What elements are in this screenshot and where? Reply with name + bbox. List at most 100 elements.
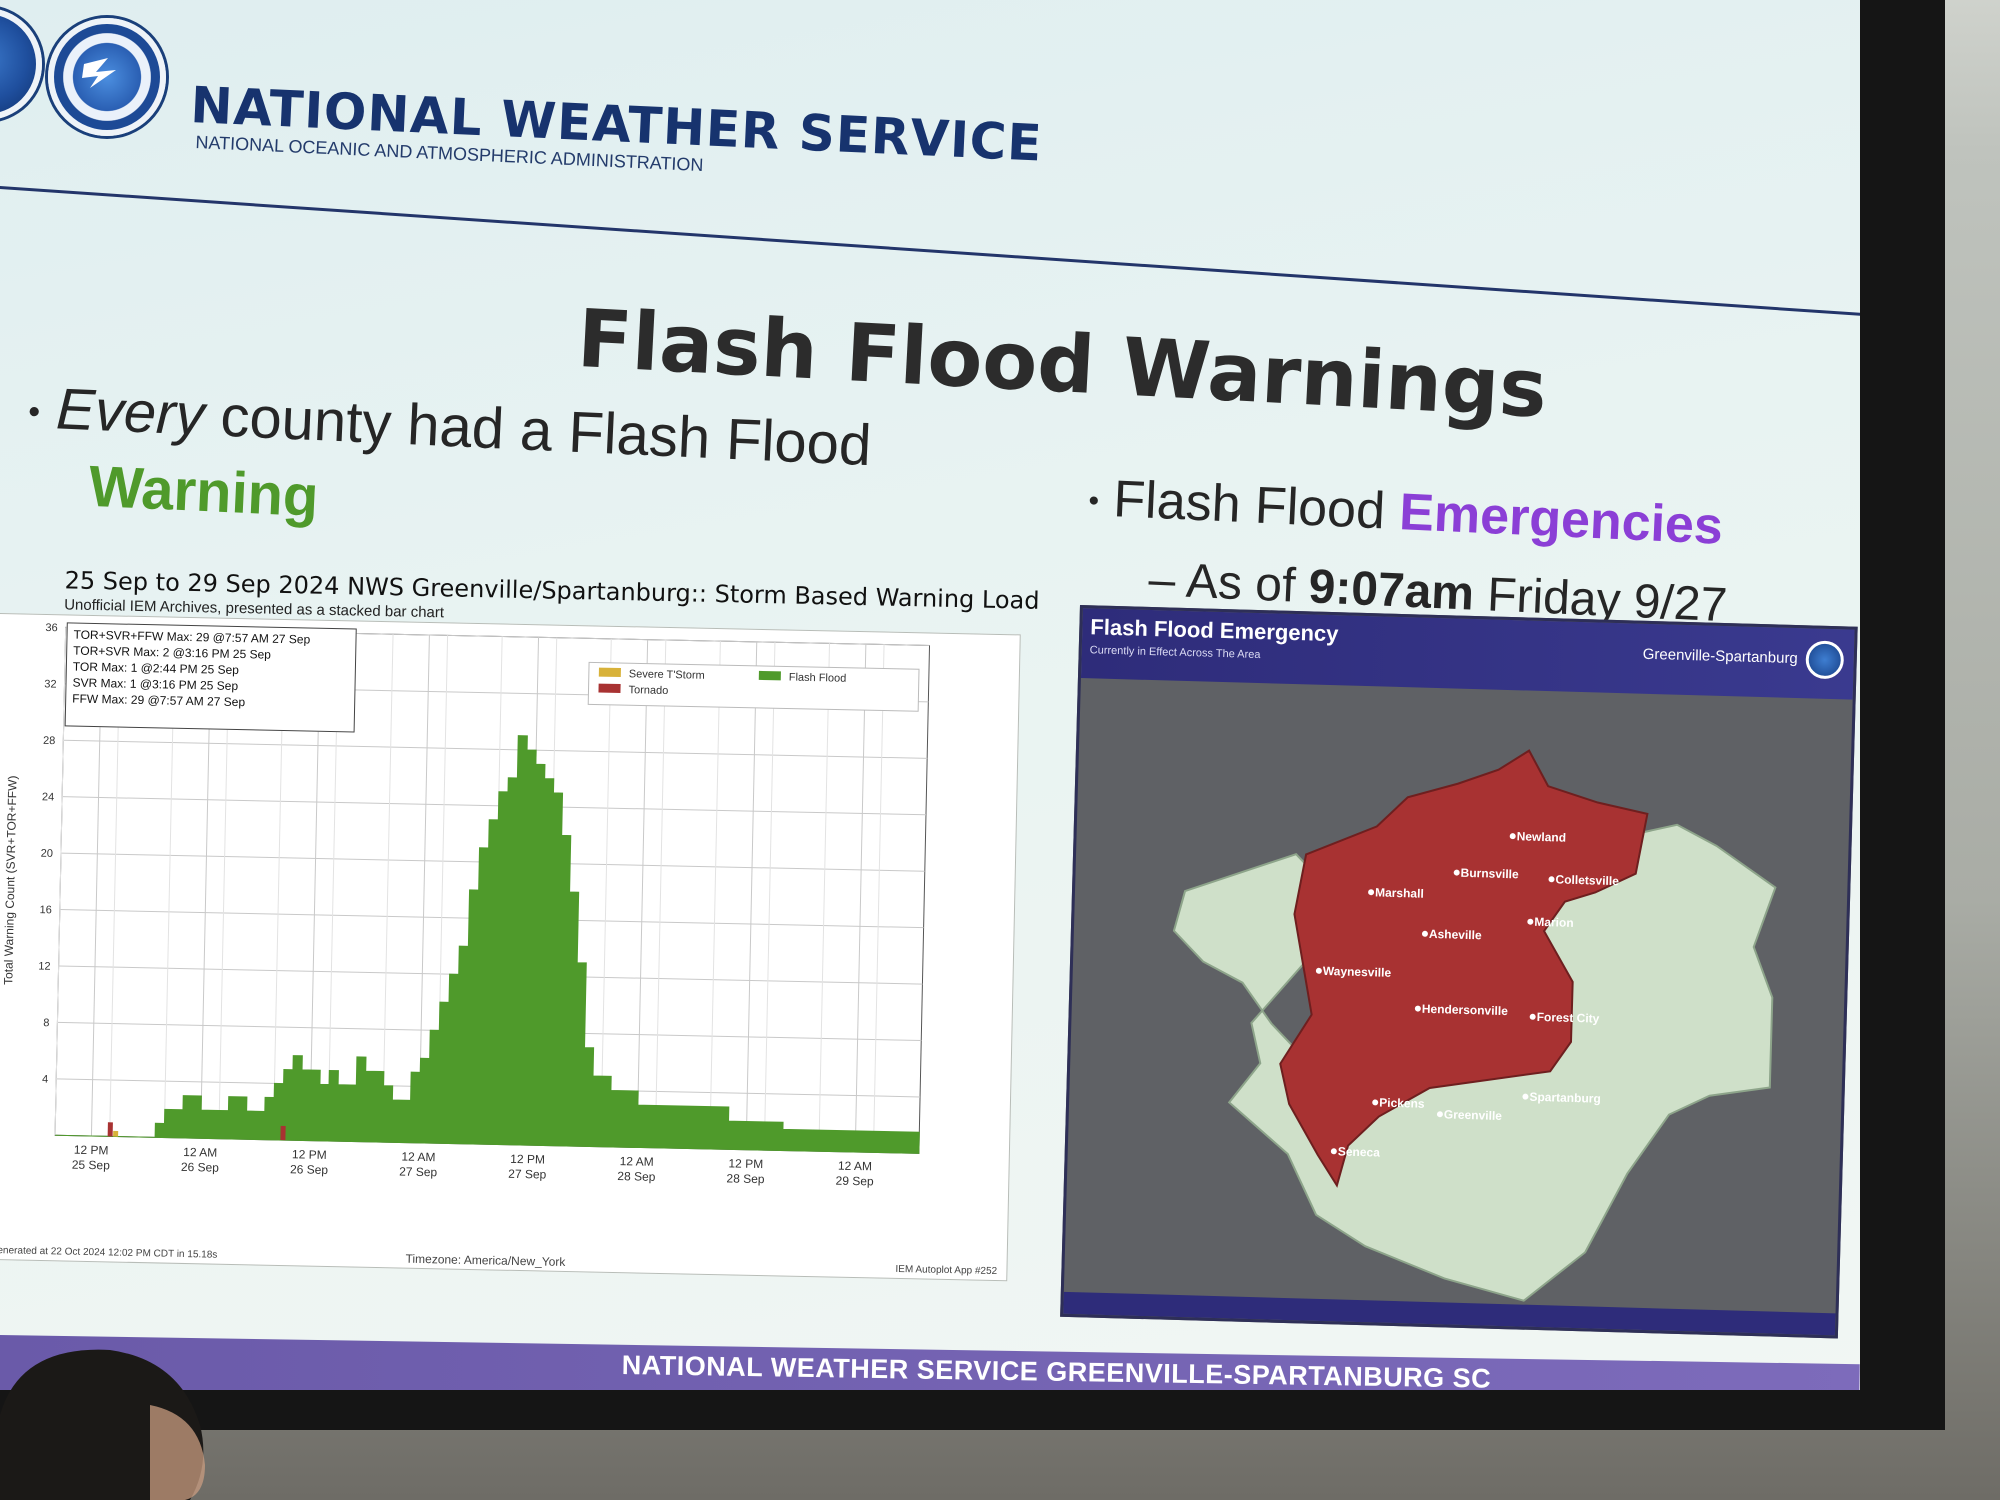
city-marker xyxy=(1529,1013,1536,1020)
x-tick-label: 28 Sep xyxy=(617,1169,656,1184)
tornado-bar xyxy=(280,1125,286,1141)
x-tick-label: 12 AM xyxy=(838,1159,872,1174)
city-label: Forest City xyxy=(1536,1010,1599,1026)
city-label: Marion xyxy=(1534,915,1574,930)
bullet-dot: • xyxy=(27,392,41,432)
y-tick-label: 28 xyxy=(43,735,55,747)
grid-line-x xyxy=(636,639,649,1148)
city-marker xyxy=(1368,889,1375,896)
map-title: Flash Flood Emergency xyxy=(1090,614,1339,647)
noaa-logo-icon xyxy=(0,8,42,120)
grid-line-x-minor xyxy=(654,639,667,1148)
tornado-bar xyxy=(107,1122,113,1137)
right-bullet: • Flash Flood Emergencies xyxy=(1087,468,1724,557)
city-label: Pickens xyxy=(1379,1096,1425,1111)
city-labels: Newland Burnsville Colletsville Marshall Mar… xyxy=(1315,829,1619,1160)
x-tick-label: 12 AM xyxy=(183,1145,217,1160)
severe-tstorm-bar xyxy=(113,1130,119,1137)
city-marker xyxy=(1330,1148,1337,1155)
projector-screen-frame: NATIONAL WEATHER SERVICE NATIONAL OCEANI… xyxy=(0,0,1945,1430)
grid-line-x-minor xyxy=(872,644,885,1153)
chart-area: 4 8 12 16 20 24 28 32 36 12 PM 25 Sep 12 AM 26 Sep 12… xyxy=(0,612,1021,1282)
map-office-name: Greenville-Spartanburg xyxy=(1642,645,1799,668)
x-tick-label: 12 PM xyxy=(728,1156,763,1171)
city-label: Spartanburg xyxy=(1529,1090,1601,1106)
y-tick-label: 8 xyxy=(43,1017,49,1029)
nws-logo-icon xyxy=(48,18,166,136)
flash-flood-emergency-map: Flash Flood Emergency Currently in Effec… xyxy=(1060,605,1858,1339)
x-tick-label: 26 Sep xyxy=(181,1160,220,1175)
map-subtitle: Currently in Effect Across The Area xyxy=(1089,644,1261,662)
bullet-text: Flash Flood xyxy=(1112,470,1401,542)
city-marker xyxy=(1414,1005,1421,1012)
grid-line-y xyxy=(62,796,926,816)
grid-line-x-minor xyxy=(709,641,721,1150)
y-axis-label: Total Warning Count (SVR+TOR+FFW) xyxy=(1,775,19,985)
legend-swatch xyxy=(598,667,621,678)
city-label: Burnsville xyxy=(1460,866,1519,882)
x-tick-label: 26 Sep xyxy=(290,1162,329,1177)
emergencies-highlight: Emergencies xyxy=(1398,483,1725,556)
city-label: Hendersonville xyxy=(1422,1002,1509,1018)
x-tick-label: 12 AM xyxy=(620,1154,654,1169)
city-marker xyxy=(1527,918,1534,925)
y-tick-label: 4 xyxy=(42,1074,48,1086)
x-tick-label: 29 Sep xyxy=(835,1174,874,1189)
city-marker xyxy=(1436,1111,1443,1118)
grid-line-x-minor xyxy=(600,638,612,1147)
city-marker xyxy=(1315,967,1322,974)
x-tick-label: 12 PM xyxy=(510,1152,545,1167)
legend-label: Tornado xyxy=(628,684,668,697)
city-marker xyxy=(1548,876,1555,883)
legend-box xyxy=(587,661,920,712)
y-tick-label: 24 xyxy=(42,791,54,803)
legend-label: Severe T'Storm xyxy=(629,668,705,682)
y-tick-label: 12 xyxy=(38,961,50,973)
city-marker xyxy=(1522,1093,1529,1100)
nws-logo-icon xyxy=(1805,640,1845,680)
city-label: Marshall xyxy=(1375,885,1424,900)
sub-bullet-prefix: As of xyxy=(1184,554,1310,614)
city-label: Colletsville xyxy=(1555,872,1619,888)
x-tick-label: 12 AM xyxy=(401,1150,435,1165)
left-bullet: • Every county had a Flash Flood Warning xyxy=(23,372,873,558)
x-tick-label: 25 Sep xyxy=(72,1158,111,1173)
x-tick-label: 28 Sep xyxy=(726,1171,765,1186)
area-flash-flood-emergency xyxy=(1279,749,1649,1188)
chart-stats-box: TOR+SVR+FFW Max: 29 @7:57 AM 27 Sep TOR+… xyxy=(64,622,357,733)
legend-label: Flash Flood xyxy=(789,672,847,685)
x-tick-label: 27 Sep xyxy=(508,1167,547,1182)
city-marker xyxy=(1509,833,1516,840)
x-tick-label: 12 PM xyxy=(292,1147,327,1162)
grid-line-x-minor xyxy=(381,634,394,1143)
grid-line-x-minor xyxy=(54,627,67,1136)
audience-member-silhouette xyxy=(0,1349,205,1500)
chart-app-id: IEM Autoplot App #252 xyxy=(895,1263,998,1278)
city-label: Newland xyxy=(1517,829,1567,844)
warning-highlight: Warning xyxy=(87,453,320,529)
city-marker xyxy=(1372,1099,1379,1106)
grid-line-y xyxy=(63,739,928,759)
x-tick-label: 12 PM xyxy=(74,1143,109,1158)
grid-line-x xyxy=(854,644,867,1153)
series-flash-flood xyxy=(55,735,920,1154)
slide: NATIONAL WEATHER SERVICE NATIONAL OCEANI… xyxy=(0,0,1860,1390)
city-label: Waynesville xyxy=(1323,964,1392,980)
grid-line-x xyxy=(745,641,758,1150)
x-tick-label: 27 Sep xyxy=(399,1164,438,1179)
legend-swatch xyxy=(598,683,621,694)
y-tick-label: 16 xyxy=(39,904,51,916)
bullet-italic-word: Every xyxy=(54,376,206,448)
city-label: Asheville xyxy=(1429,927,1482,942)
warning-load-chart-panel: 25 Sep to 29 Sep 2024 NWS Greenville/Spa… xyxy=(0,565,1040,1291)
city-marker xyxy=(1453,869,1460,876)
city-label: Seneca xyxy=(1338,1144,1381,1159)
header-divider xyxy=(0,186,1860,319)
grid-line-x-minor xyxy=(763,642,776,1151)
sub-bullet-dash: – xyxy=(1147,552,1177,608)
grid-line-x-minor xyxy=(818,643,830,1152)
bullet-dot: • xyxy=(1087,484,1100,518)
city-marker xyxy=(1421,930,1428,937)
y-tick-label: 20 xyxy=(41,848,53,860)
